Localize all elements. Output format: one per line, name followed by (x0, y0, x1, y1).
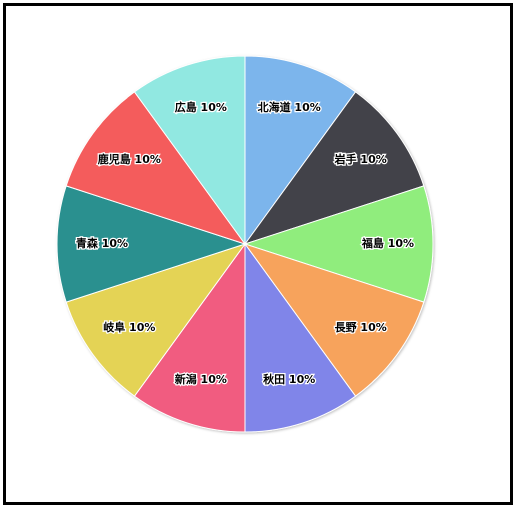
slice-data-label: 青森 10% (76, 236, 128, 250)
slice-data-label: 福島 10% (361, 236, 414, 250)
slice-data-label: 長野 10% (335, 321, 387, 334)
pie-slice (56, 185, 247, 303)
pie-slice (133, 55, 246, 246)
pie-slice (244, 55, 357, 246)
pie-slice (244, 242, 357, 433)
slice-data-label: 新潟 10% (175, 372, 227, 386)
slice-data-label: 岐阜 10% (103, 320, 155, 334)
pie-labels: 北海道 10% 岩手 10% 福島 10% 長野 10% 秋田 10% 新潟 10% 岐阜 … (75, 99, 416, 388)
pie-slice (243, 91, 425, 245)
slice-data-label: 広島 10% (175, 100, 227, 114)
slice-data-label: 北海道 10% (258, 100, 321, 114)
pie-slice (243, 243, 425, 397)
slice-data-label: 秋田 10% (263, 372, 315, 386)
slice-data-label: 岩手 10% (334, 152, 387, 166)
pie-slices (56, 55, 434, 433)
pie-slice (133, 242, 246, 433)
slice-data-label: 鹿児島 10% (98, 152, 161, 166)
pie-slice (243, 185, 434, 303)
pie-slice (65, 91, 247, 245)
pie-slice (65, 243, 247, 397)
